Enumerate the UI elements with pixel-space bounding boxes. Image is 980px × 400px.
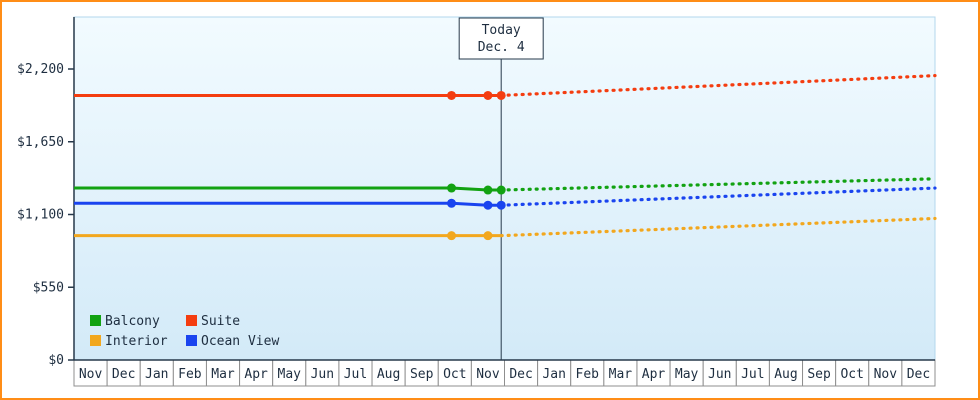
legend-label-suite: Suite xyxy=(201,314,240,329)
y-tick-label: $2,200 xyxy=(17,62,64,77)
legend-label-balcony: Balcony xyxy=(105,314,160,329)
x-tick-label: Jun xyxy=(311,367,334,382)
x-tick-label: Feb xyxy=(178,367,202,382)
x-tick-cell xyxy=(404,359,439,387)
series-line-balcony xyxy=(74,186,502,192)
x-tick-label: Feb xyxy=(576,367,600,382)
x-tick-cell xyxy=(835,359,870,387)
x-tick-cell xyxy=(172,359,207,387)
x-tick-label: Dec xyxy=(112,367,135,382)
legend-swatch-balcony xyxy=(90,315,101,326)
series-marker-balcony xyxy=(483,185,493,195)
x-tick-cell xyxy=(437,359,472,387)
series-marker-suite xyxy=(483,90,493,100)
series-line-ocean-view xyxy=(74,201,502,207)
series-marker-suite xyxy=(496,90,506,100)
x-tick-label: Apr xyxy=(642,367,666,382)
today-box xyxy=(458,17,544,60)
x-tick-label: Nov xyxy=(476,367,500,382)
x-tick-cell xyxy=(239,359,274,387)
x-tick-label: Nov xyxy=(874,367,898,382)
x-tick-cell xyxy=(305,359,340,387)
today-box-line2: Dec. 4 xyxy=(478,40,525,55)
x-tick-label: Jul xyxy=(344,367,367,382)
legend-swatch-interior xyxy=(90,335,101,346)
legend-swatch-ocean-view xyxy=(186,335,197,346)
x-tick-label: May xyxy=(278,367,302,382)
series-forecast-interior xyxy=(499,216,937,238)
series-marker-interior xyxy=(447,231,457,241)
series-marker-ocean-view xyxy=(447,198,457,208)
series-marker-suite xyxy=(447,90,457,100)
x-tick-label: Aug xyxy=(377,367,400,382)
x-tick-label: Apr xyxy=(244,367,268,382)
x-tick-label: Sep xyxy=(807,367,831,382)
series-marker-balcony xyxy=(496,185,506,195)
x-tick-label: Jan xyxy=(542,367,565,382)
x-tick-label: Aug xyxy=(774,367,797,382)
x-tick-cell xyxy=(205,359,241,387)
series-marker-balcony xyxy=(447,183,457,193)
y-tick-label: $1,100 xyxy=(17,208,64,223)
x-tick-label: Jul xyxy=(741,367,764,382)
x-tick-label: Nov xyxy=(79,367,103,382)
series-forecast-ocean-view xyxy=(499,186,937,207)
x-tick-cell xyxy=(901,359,936,387)
x-tick-cell xyxy=(570,359,605,387)
x-tick-label: Jun xyxy=(708,367,731,382)
legend-swatch-suite xyxy=(186,315,197,326)
x-tick-cell xyxy=(636,359,671,387)
x-tick-cell xyxy=(669,359,704,387)
x-tick-label: Oct xyxy=(840,367,863,382)
series-forecast-suite xyxy=(499,74,937,98)
series-marker-ocean-view xyxy=(483,200,493,210)
x-tick-label: Dec xyxy=(907,367,930,382)
x-tick-label: Jan xyxy=(145,367,168,382)
x-tick-cell xyxy=(537,359,572,387)
y-tick-label: $550 xyxy=(33,280,64,295)
legend-label-ocean-view: Ocean View xyxy=(201,334,279,349)
x-tick-cell xyxy=(768,359,804,387)
y-tick-label: $0 xyxy=(48,353,64,368)
x-tick-label: Mar xyxy=(211,367,235,382)
x-tick-cell xyxy=(272,359,307,387)
series-marker-ocean-view xyxy=(496,200,506,210)
x-tick-label: Dec xyxy=(509,367,532,382)
legend-label-interior: Interior xyxy=(105,334,168,349)
x-tick-cell xyxy=(338,359,373,387)
x-tick-cell xyxy=(73,359,108,387)
y-tick-label: $1,650 xyxy=(17,135,64,150)
x-tick-label: May xyxy=(675,367,699,382)
x-tick-label: Mar xyxy=(609,367,633,382)
series-marker-interior xyxy=(483,231,493,241)
x-tick-label: Sep xyxy=(410,367,434,382)
x-tick-label: Oct xyxy=(443,367,466,382)
today-box-line1: Today xyxy=(482,23,521,38)
series-forecast-balcony xyxy=(499,177,937,192)
